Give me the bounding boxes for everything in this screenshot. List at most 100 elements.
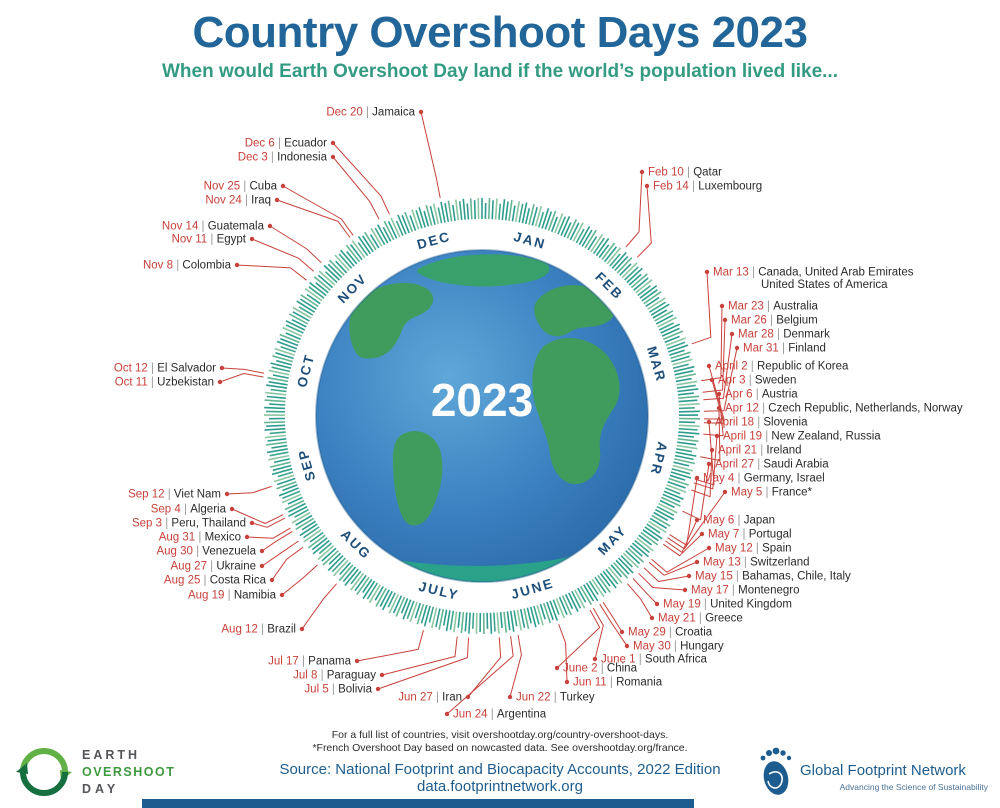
country-entry-label: Mar 26 | Belgium	[731, 315, 818, 327]
leader-dot	[709, 377, 715, 383]
leader-dot	[716, 391, 722, 397]
eod-word-earth: EARTH	[82, 748, 141, 762]
leader-dot	[465, 694, 471, 700]
eod-word-day: DAY	[82, 782, 120, 796]
country-entry: May 7 | Portugal	[663, 529, 792, 557]
eod-word-overshoot: OVERSHOOT	[82, 765, 176, 779]
country-entry: Dec 3 | Indonesia	[238, 152, 380, 220]
leader-dot	[706, 545, 712, 551]
country-entry-label: May 12 | Spain	[715, 543, 792, 555]
leader-dot	[704, 269, 710, 275]
month-label: JAN	[512, 229, 548, 252]
country-entry: Apr 12 | Czech Republic, Netherlands, No…	[700, 403, 963, 461]
country-entry: Aug 30 | Venezuela	[156, 530, 293, 558]
country-entry: Dec 6 | Ecuador	[245, 138, 390, 215]
leader-dot	[722, 489, 728, 495]
leader-dot	[259, 548, 265, 554]
country-entries: Feb 10 | Qatar Feb 14 | Luxembourg Mar 13 …	[114, 107, 963, 721]
country-entry-label: Aug 25 | Costa Rica	[164, 575, 267, 587]
leader-dot	[229, 506, 235, 512]
country-entry: Dec 20 | Jamaica	[326, 107, 441, 199]
country-entry-label: Feb 14 | Luxembourg	[653, 181, 762, 193]
continent-europe	[534, 285, 615, 337]
gfn-name: Global Footprint Network	[800, 762, 966, 779]
country-entry: May 13 | Switzerland	[648, 557, 810, 576]
leader-dot	[330, 154, 336, 160]
country-entry-label: May 17 | Montenegro	[691, 585, 799, 597]
country-entry: May 17 | Montenegro	[638, 572, 799, 597]
country-entry-label: Dec 6 | Ecuador	[245, 138, 327, 150]
country-entry-label: May 5 | France*	[731, 487, 813, 499]
leader-dot	[269, 577, 275, 583]
country-entry-label: Aug 27 | Ukraine	[171, 561, 256, 573]
country-entry-label: Mar 23 | Australia	[728, 301, 819, 313]
country-entry: May 4 | Germany, Israel	[669, 473, 825, 546]
country-entry: Jun 27 | Iran	[398, 637, 502, 704]
country-entry-label: Feb 10 | Qatar	[648, 167, 722, 179]
global-footprint-network-logo: Global Footprint Network Advancing the S…	[756, 742, 990, 804]
data-link[interactable]: data.footprintnetwork.org	[417, 778, 583, 795]
country-entry: Aug 19 | Namibia	[188, 564, 318, 602]
country-entry: April 18 | Slovenia	[694, 417, 808, 486]
leader-dot	[354, 658, 360, 664]
month-label: SEP	[295, 447, 318, 483]
continent-north-america	[349, 282, 434, 359]
country-entry: May 5 | France*	[667, 487, 813, 550]
leader-dot	[299, 626, 305, 632]
country-entry: June 2 | China	[554, 609, 638, 675]
month-label: OCT	[294, 352, 317, 389]
leader-dot	[592, 656, 598, 662]
country-entry: Mar 23 | Australia	[701, 301, 819, 382]
country-entry: May 19 | United Kingdom	[632, 578, 792, 611]
country-entry: Aug 27 | Ukraine	[171, 540, 299, 573]
country-entry: June 1 | South Africa	[592, 607, 708, 666]
leader-dot	[375, 686, 381, 692]
country-entry-label: May 21 | Greece	[658, 613, 743, 625]
earth-overshoot-day-logo: EARTH OVERSHOOT DAY	[16, 744, 175, 800]
leader-dot	[709, 447, 715, 453]
country-entry: Jun 11 | Romania	[558, 624, 663, 689]
country-entry: Jul 5 | Bolivia	[304, 637, 470, 696]
leader-dot	[686, 573, 692, 579]
country-entry: Jun 24 | Argentina	[444, 636, 547, 721]
country-entry-label: Aug 19 | Namibia	[188, 590, 277, 602]
leader-dot	[714, 433, 720, 439]
footnotes: For a full list of countries, visit over…	[0, 729, 1000, 796]
leader-dot	[624, 643, 630, 649]
country-entry-label: Jun 22 | Turkey	[516, 692, 595, 704]
country-entry: May 21 | Greece	[627, 583, 743, 625]
country-entry: May 30 | Hungary	[599, 603, 724, 653]
country-entry-label: Aug 12 | Brazil	[221, 624, 296, 636]
country-entry: Aug 31 | Mexico	[159, 527, 291, 544]
country-entry-label: April 19 | New Zealand, Russia	[723, 431, 881, 443]
country-entry: Oct 11 | Uzbekistan	[115, 373, 264, 389]
leader-dot	[249, 236, 255, 242]
leader-dot	[734, 345, 740, 351]
country-entry: Nov 8 | Colombia	[143, 260, 307, 281]
eod-loop-icon	[16, 748, 72, 796]
leader-dot	[644, 183, 650, 189]
month-label: DEC	[415, 229, 452, 253]
country-entry: May 6 | Japan	[665, 515, 775, 553]
country-entry-label: May 30 | Hungary	[633, 641, 724, 653]
country-entry: April 21 | Ireland	[691, 445, 802, 498]
country-entry-label: Jun 24 | Argentina	[453, 709, 547, 721]
country-entry-label: May 15 | Bahamas, Chile, Italy	[695, 571, 851, 583]
country-entry-label: May 6 | Japan	[703, 515, 775, 527]
leader-dot	[716, 405, 722, 411]
leader-dot	[706, 363, 712, 369]
country-entry-label: Sep 4 | Algeria	[151, 504, 227, 516]
country-entry: Nov 11 | Egypt	[172, 234, 315, 272]
globe: 2023	[315, 249, 649, 583]
country-entry-label: Oct 11 | Uzbekistan	[115, 377, 214, 389]
leader-dot	[554, 665, 560, 671]
continent-africa	[532, 337, 620, 485]
country-entry-label: Jul 5 | Bolivia	[304, 684, 372, 696]
leader-dot	[379, 672, 385, 678]
country-entry-label: Apr 6 | Austria	[725, 389, 798, 401]
gfn-footprint-icon	[760, 747, 792, 795]
country-entry-label: Oct 12 | El Salvador	[114, 363, 216, 375]
country-entry: Mar 13 | Canada, United Arab Emirates Uni…	[691, 267, 914, 345]
